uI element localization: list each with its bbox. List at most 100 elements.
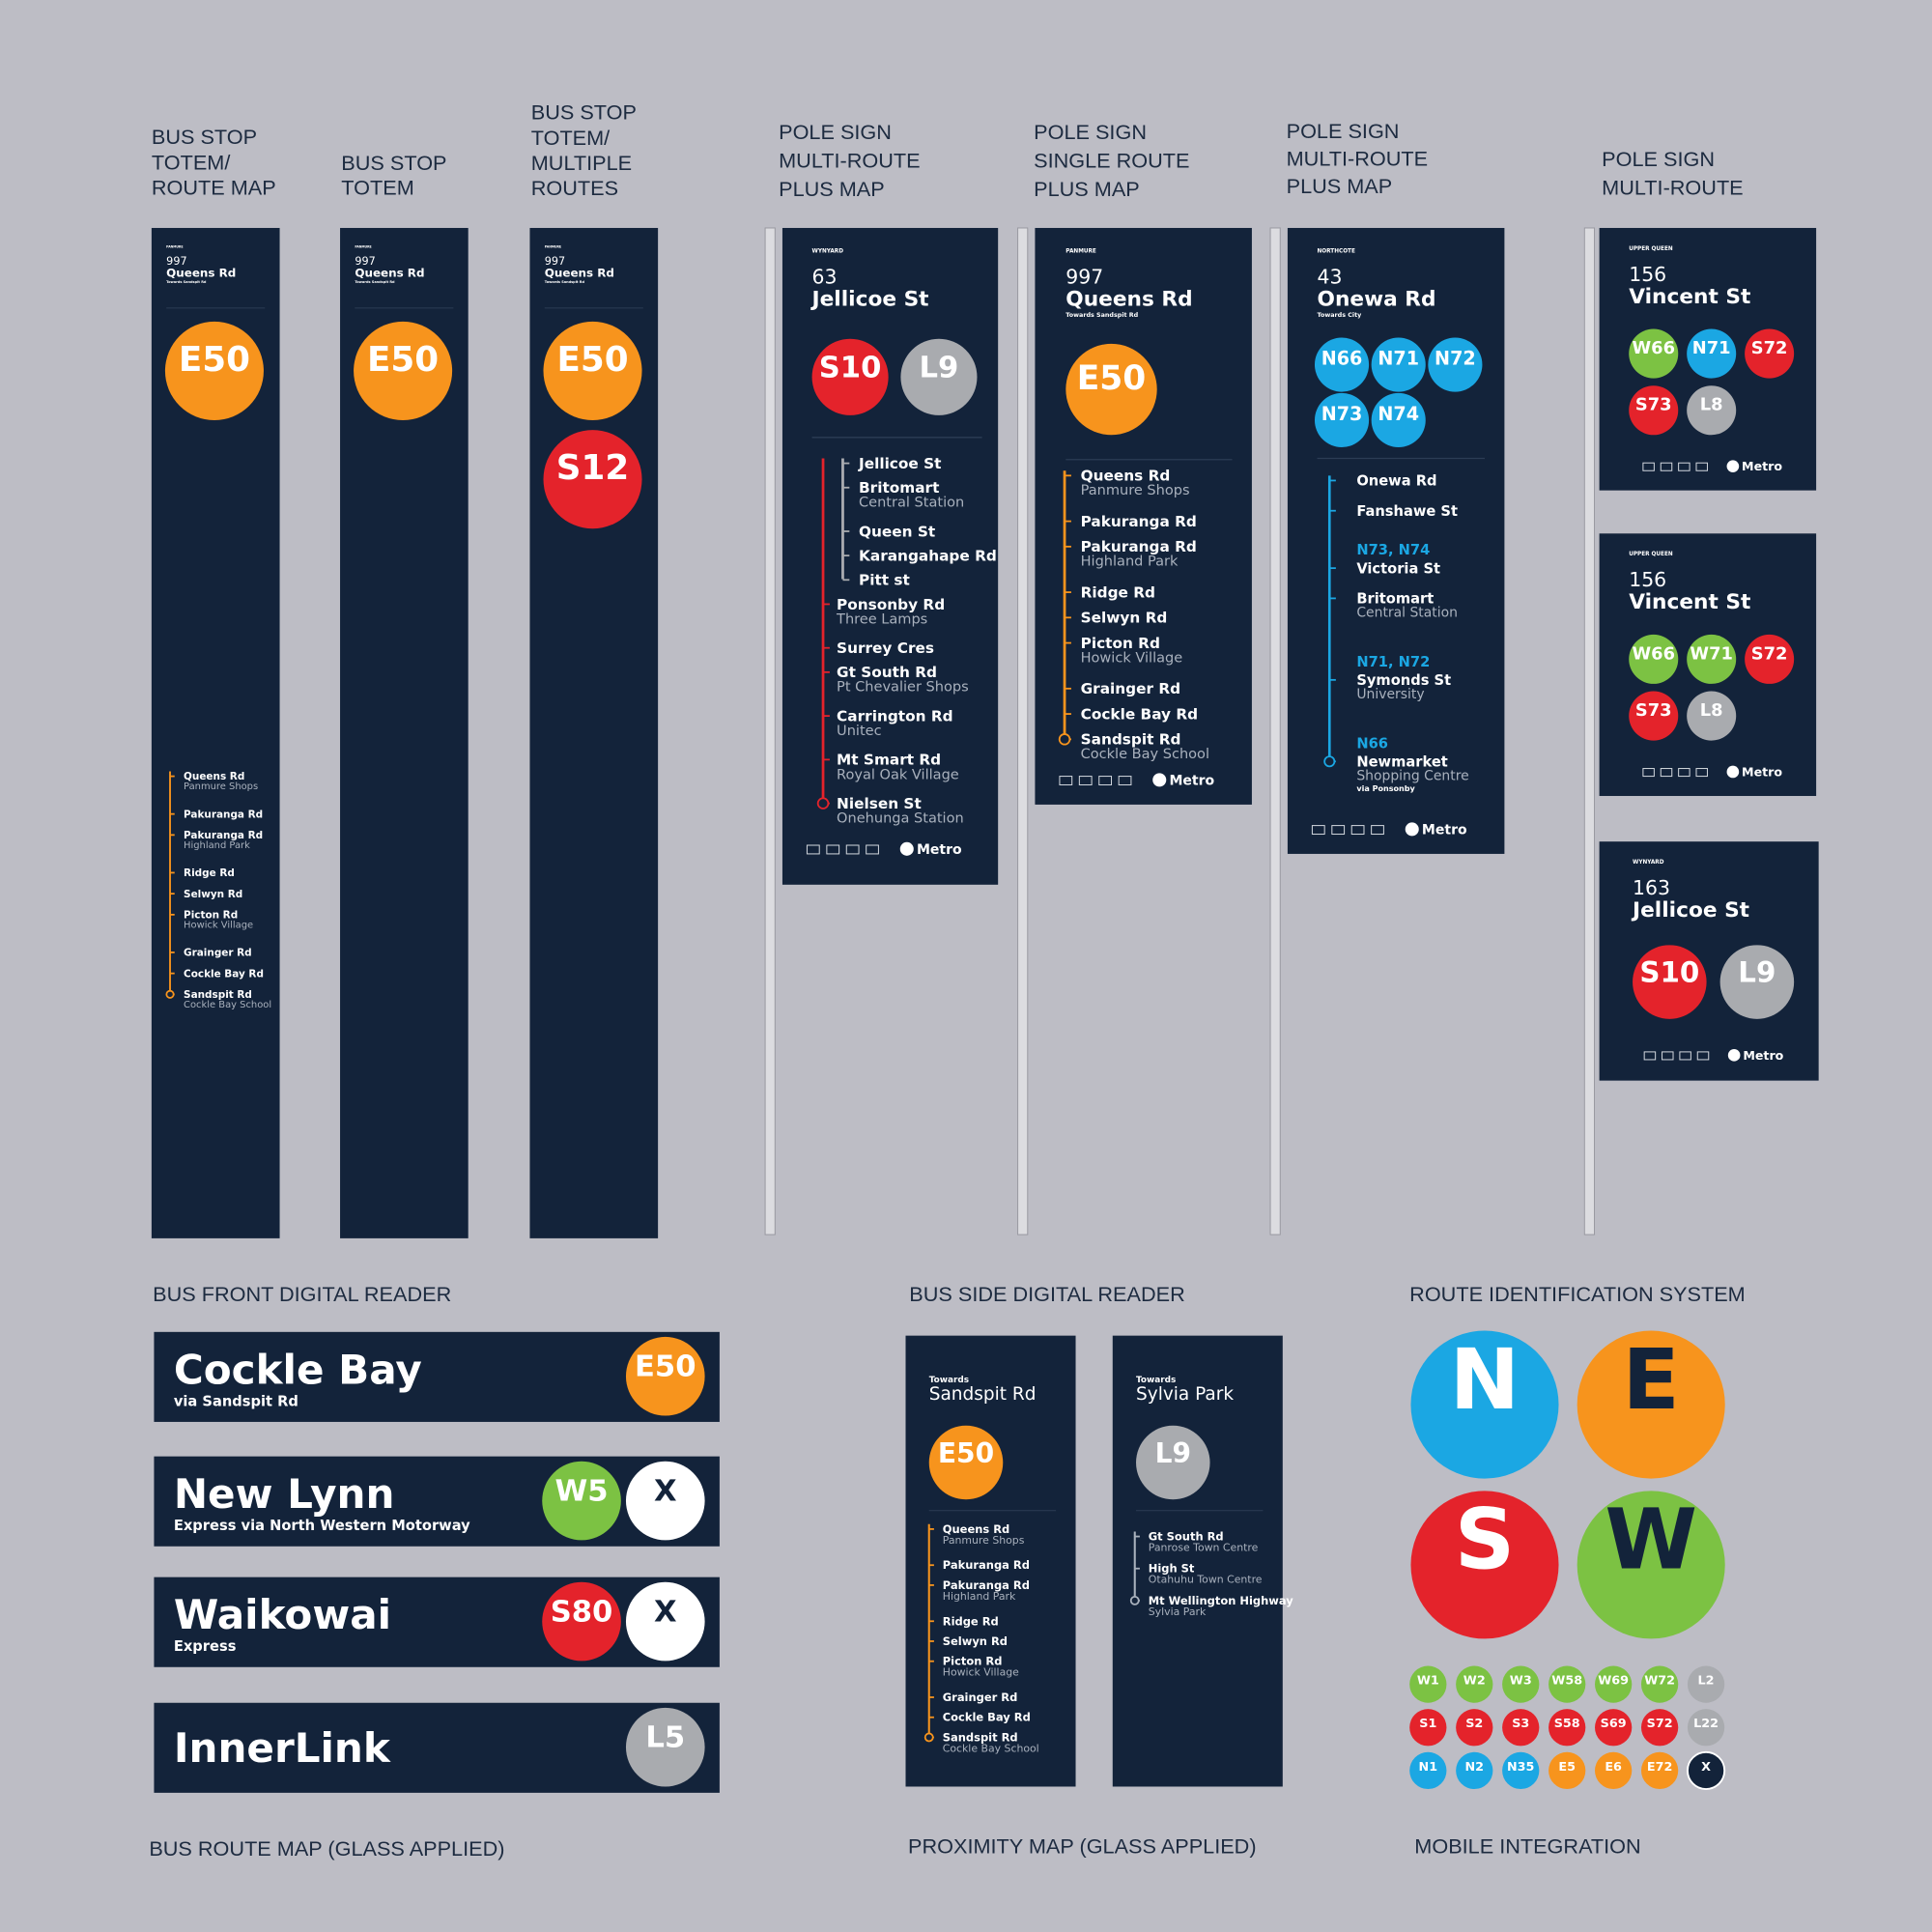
route-code: E50: [367, 340, 439, 380]
metro-logo: [899, 841, 914, 856]
route-badge: [354, 321, 453, 420]
route-code: S58: [1554, 1717, 1580, 1731]
stop-name: Vincent St: [1629, 590, 1750, 614]
terminus: [923, 1732, 934, 1743]
stop: Ponsonby Rd: [837, 596, 945, 613]
footer: [806, 841, 914, 856]
footer-icon: [1660, 462, 1673, 471]
route-badge: [1687, 385, 1737, 436]
stop: Pitt st: [859, 572, 910, 589]
pole: [764, 227, 776, 1236]
route-badge: [1595, 1665, 1633, 1703]
route-code: E50: [635, 1350, 696, 1384]
stop-sub: Panmure Shops: [1081, 483, 1190, 498]
stop: Pakuranga Rd: [184, 809, 263, 820]
via: Express: [174, 1638, 237, 1655]
brand: Metro: [1422, 823, 1467, 838]
stop: Queens Rd: [1081, 468, 1171, 485]
stop-sub: Cockle Bay School: [184, 1000, 271, 1010]
footer-icon: [1695, 768, 1708, 778]
pole-sign: [1287, 227, 1505, 854]
route-code: S10: [1639, 956, 1699, 989]
heading: TOTEM/: [531, 126, 611, 150]
route-badge: [1502, 1665, 1540, 1703]
stop-routes: N73, N74: [1356, 542, 1430, 558]
stop: Pakuranga Rd: [1081, 513, 1197, 530]
bus-front-display: [154, 1331, 720, 1422]
route-code: N72: [1435, 348, 1476, 370]
route-code: E50: [938, 1437, 994, 1469]
stop-sub: Unitec: [837, 724, 882, 739]
route-code: W66: [1632, 338, 1675, 358]
stop-sub: Howick Village: [943, 1666, 1019, 1679]
area-name: PANMURE: [166, 244, 183, 248]
route-family: [1410, 1491, 1559, 1639]
terminus: [1323, 755, 1336, 768]
stop-name: Queens Rd: [166, 267, 236, 280]
route-code: N73: [1321, 403, 1363, 425]
route-code: S10: [819, 351, 882, 384]
heading: POLE SIGN: [1034, 120, 1147, 144]
stop: Selwyn Rd: [943, 1634, 1008, 1648]
route-code: N71: [1378, 348, 1419, 370]
route-code: N1: [1419, 1760, 1438, 1775]
route-badge: [625, 1707, 705, 1787]
route-code: W1: [1417, 1674, 1439, 1689]
route-badge: [1548, 1665, 1586, 1703]
route-badge: [543, 321, 642, 420]
route-code: N74: [1378, 403, 1419, 425]
route-badge: [1686, 1750, 1726, 1790]
stop: Onewa Rd: [1356, 473, 1436, 490]
towards: Towards: [929, 1376, 969, 1385]
stop: Fanshawe St: [1356, 503, 1458, 520]
footer-icon: [826, 844, 840, 855]
destination: Cockle Bay: [174, 1346, 422, 1393]
route-badge: [542, 1581, 621, 1662]
route-badge: [1687, 1709, 1725, 1747]
footer-icon: [845, 844, 860, 855]
area-name: PANMURE: [1065, 248, 1096, 254]
route-badge: [1745, 634, 1795, 684]
footer-icon: [1679, 1051, 1691, 1061]
stop-number: 997: [355, 255, 375, 268]
route-badge: [811, 338, 889, 415]
stop: Jellicoe St: [858, 455, 941, 472]
section-label: ROUTE IDENTIFICATION SYSTEM: [1409, 1282, 1746, 1306]
stop-name: Onewa Rd: [1318, 287, 1436, 311]
route-badge: [1314, 337, 1370, 392]
section-label: PROXIMITY MAP (GLASS APPLIED): [908, 1833, 1257, 1858]
footer-icon: [1696, 1051, 1710, 1061]
brand: Metro: [1169, 774, 1214, 789]
heading: ROUTES: [531, 176, 618, 200]
route-code: X: [1701, 1760, 1711, 1775]
route-badge: [1687, 634, 1737, 684]
route-code: L9: [920, 351, 959, 384]
route-badge: [1409, 1665, 1447, 1703]
brand: Metro: [1742, 765, 1782, 780]
destination: Sandspit Rd: [929, 1384, 1037, 1405]
terminus: [1129, 1595, 1140, 1605]
area-name: NORTHCOTE: [1318, 248, 1355, 254]
route-badge: [1629, 385, 1679, 436]
stop: Queen St: [859, 523, 935, 540]
route-code: S2: [1465, 1717, 1483, 1731]
footer-icon: [1662, 1051, 1674, 1061]
footer-icon: [1118, 776, 1132, 786]
stop-sub: Highland Park: [943, 1590, 1016, 1603]
route-code: S72: [1647, 1717, 1673, 1731]
route-family: [1577, 1330, 1725, 1479]
stop-sub: Pt Chevalier Shops: [837, 680, 969, 696]
footer-icon: [1098, 776, 1113, 786]
route-badge: [1640, 1751, 1679, 1790]
route-badge: [1595, 1751, 1633, 1790]
route-badge: [1629, 328, 1679, 379]
route-code: W71: [1690, 643, 1733, 664]
route-family: [1577, 1491, 1725, 1639]
stop-name: Jellicoe St: [1631, 898, 1749, 923]
route-badge: [1640, 1709, 1679, 1747]
stop-sub: Panmure Shops: [184, 781, 258, 792]
route-code: S73: [1635, 395, 1672, 415]
destination: Waikowai: [174, 1591, 391, 1638]
route-code: E50: [556, 340, 628, 380]
